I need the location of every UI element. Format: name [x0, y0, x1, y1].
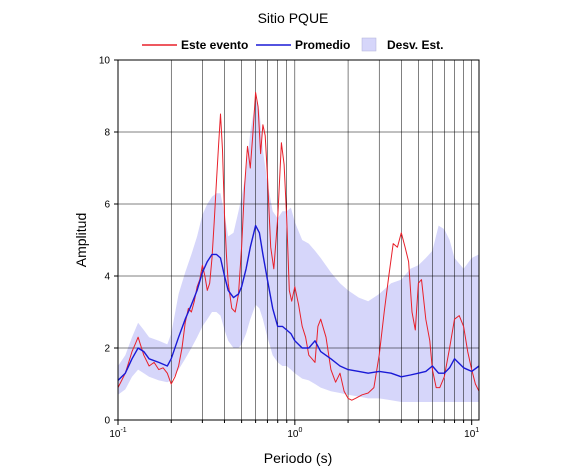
- x-tick-exp-2: 1: [475, 427, 479, 434]
- legend-label-event: Este evento: [181, 38, 248, 52]
- y-tick-label-2: 4: [104, 272, 110, 283]
- std-band: [118, 99, 479, 402]
- y-tick-label-4: 8: [104, 128, 110, 139]
- x-axis: 10-1 100 101: [109, 420, 479, 440]
- x-tick-exp-1: 0: [298, 427, 302, 434]
- x-tick-base-1: 10: [287, 429, 299, 440]
- event-line: [117, 91, 480, 401]
- std-band-layer: [118, 99, 479, 402]
- x-axis-label: Periodo (s): [264, 450, 332, 466]
- series-layer: [117, 91, 480, 401]
- chart-title: Sitio PQUE: [258, 10, 329, 26]
- y-axis-label: Amplitud: [73, 213, 89, 267]
- legend-label-band: Desv. Est.: [387, 38, 443, 52]
- legend-label-mean: Promedio: [295, 38, 350, 52]
- y-tick-label-3: 6: [104, 200, 110, 211]
- y-tick-label-1: 2: [104, 344, 110, 355]
- x-tick-base-2: 10: [464, 429, 476, 440]
- x-tick-label-2: 101: [464, 427, 479, 440]
- x-tick-exp-0: -1: [120, 427, 126, 434]
- y-tick-label-0: 0: [104, 416, 110, 427]
- y-tick-label-5: 10: [99, 56, 111, 67]
- plot-frame: [117, 59, 480, 421]
- legend-swatch-band: [361, 37, 377, 52]
- plot-area: [117, 59, 480, 421]
- grid: [118, 60, 479, 420]
- mean-line: [117, 224, 480, 381]
- legend: Este evento Promedio Desv. Est.: [142, 37, 443, 52]
- x-tick-label-0: 10-1: [109, 427, 126, 440]
- y-axis: 0 2 4 6 8 10: [99, 56, 118, 427]
- x-tick-label-1: 100: [287, 427, 302, 440]
- x-tick-base-0: 10: [109, 429, 121, 440]
